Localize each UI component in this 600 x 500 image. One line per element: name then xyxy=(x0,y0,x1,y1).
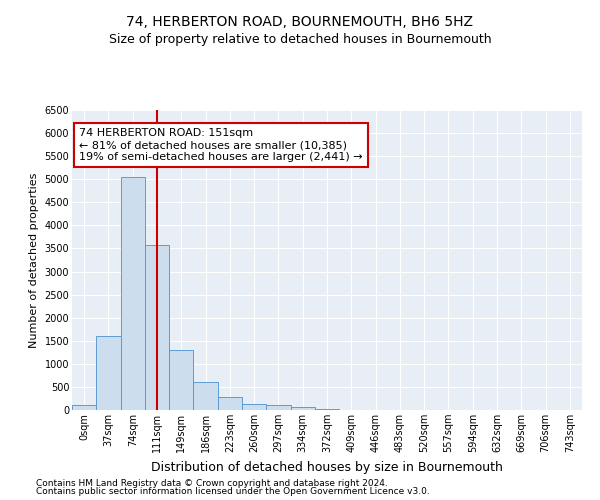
Y-axis label: Number of detached properties: Number of detached properties xyxy=(29,172,39,348)
Bar xyxy=(242,404,266,410)
Text: 74, HERBERTON ROAD, BOURNEMOUTH, BH6 5HZ: 74, HERBERTON ROAD, BOURNEMOUTH, BH6 5HZ xyxy=(127,15,473,29)
Bar xyxy=(72,406,96,410)
X-axis label: Distribution of detached houses by size in Bournemouth: Distribution of detached houses by size … xyxy=(151,460,503,473)
Bar xyxy=(290,407,315,410)
Text: Contains public sector information licensed under the Open Government Licence v3: Contains public sector information licen… xyxy=(36,487,430,496)
Bar xyxy=(218,398,242,410)
Text: Contains HM Land Registry data © Crown copyright and database right 2024.: Contains HM Land Registry data © Crown c… xyxy=(36,478,388,488)
Bar xyxy=(169,350,193,410)
Text: Size of property relative to detached houses in Bournemouth: Size of property relative to detached ho… xyxy=(109,32,491,46)
Bar xyxy=(315,408,339,410)
Bar xyxy=(96,336,121,410)
Bar xyxy=(266,406,290,410)
Bar xyxy=(193,382,218,410)
Bar xyxy=(145,245,169,410)
Bar xyxy=(121,177,145,410)
Text: 74 HERBERTON ROAD: 151sqm
← 81% of detached houses are smaller (10,385)
19% of s: 74 HERBERTON ROAD: 151sqm ← 81% of detac… xyxy=(79,128,363,162)
